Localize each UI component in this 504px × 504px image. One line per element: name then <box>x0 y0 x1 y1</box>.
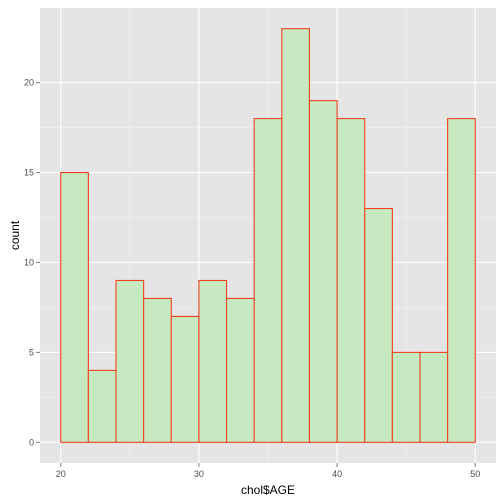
x-axis-ticks: 20 30 40 50 <box>56 463 480 479</box>
x-tick-label: 20 <box>56 469 66 479</box>
y-tick-label: 5 <box>29 347 34 357</box>
histogram-bar <box>143 297 172 443</box>
histogram-bar <box>308 100 338 443</box>
y-tick-label: 20 <box>24 78 34 88</box>
x-axis-title: chol$AGE <box>241 483 295 497</box>
histogram-bar <box>419 351 449 443</box>
y-tick-label: 10 <box>24 257 34 267</box>
histogram-bar <box>447 118 476 443</box>
histogram-bar <box>225 297 255 443</box>
histogram-bar <box>281 28 311 443</box>
x-tick-label: 40 <box>332 469 342 479</box>
y-tick-label: 0 <box>29 437 34 447</box>
histogram-bar <box>60 172 89 443</box>
x-tick-label: 50 <box>470 469 480 479</box>
histogram-bars <box>60 28 476 443</box>
x-tick-label: 30 <box>194 469 204 479</box>
histogram-bar <box>170 315 200 443</box>
histogram-bar <box>336 118 366 443</box>
histogram-bar <box>87 369 117 443</box>
histogram-bar <box>253 118 283 443</box>
y-axis-ticks: 0 5 10 15 20 <box>24 78 40 447</box>
y-axis-title: count <box>8 220 22 250</box>
y-tick-label: 15 <box>24 168 34 178</box>
histogram-bar <box>198 279 228 443</box>
histogram-bar <box>391 351 421 443</box>
histogram-bar <box>115 279 145 443</box>
histogram-bar <box>364 207 393 443</box>
